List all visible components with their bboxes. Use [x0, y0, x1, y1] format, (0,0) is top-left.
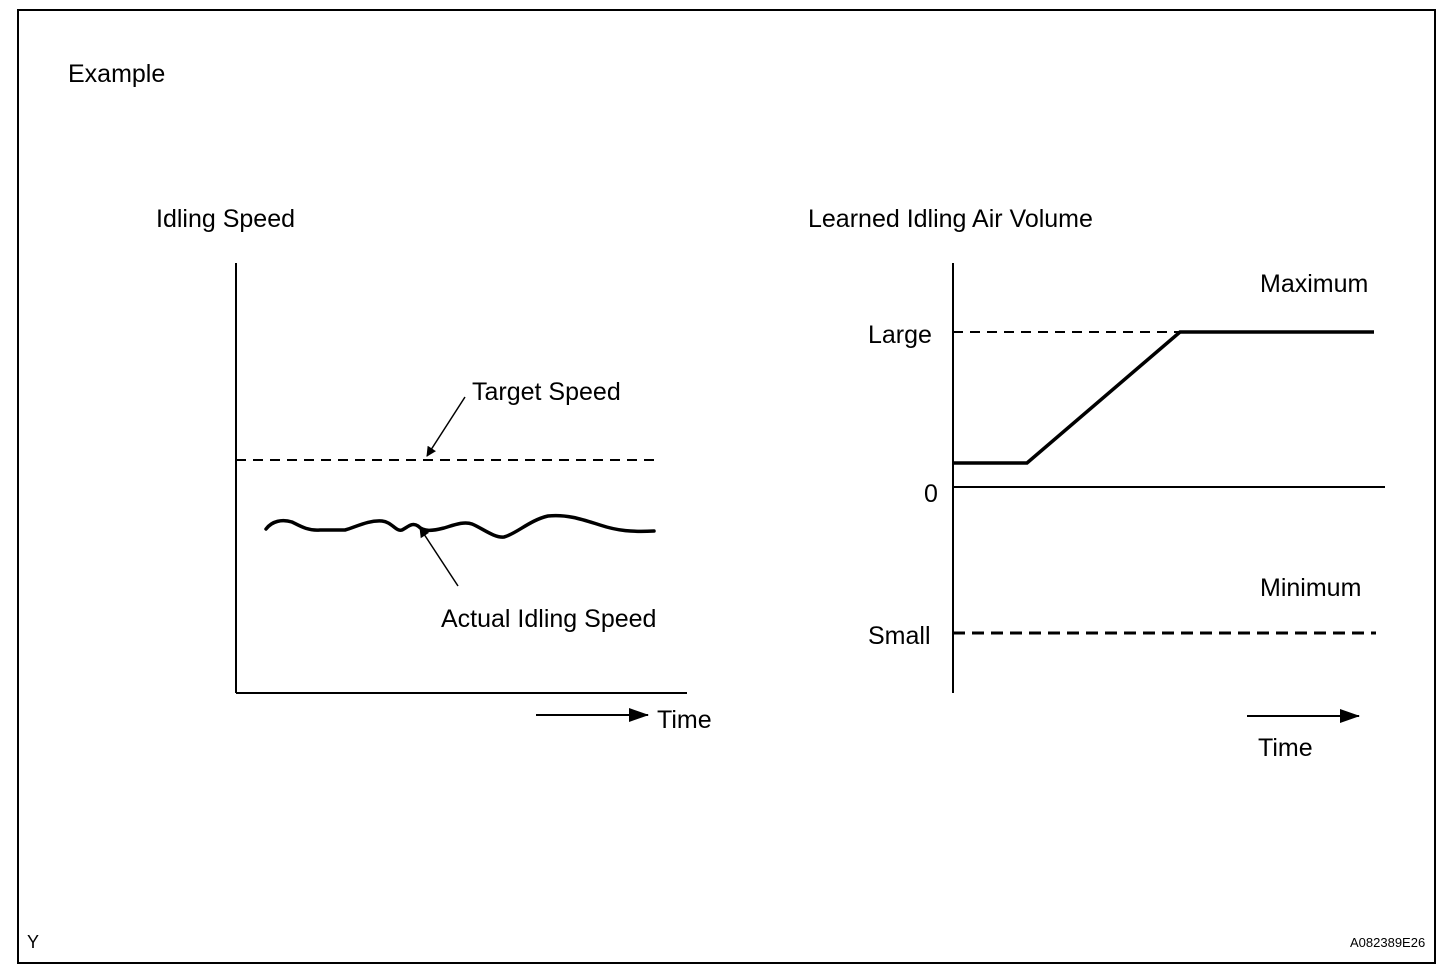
left-time-label: Time [657, 706, 712, 734]
example-label: Example [68, 60, 165, 88]
maximum-label: Maximum [1260, 270, 1368, 298]
large-label: Large [868, 321, 932, 349]
actual-idling-speed-curve [264, 513, 656, 539]
minimum-label: Minimum [1260, 574, 1361, 602]
zero-label: 0 [924, 480, 938, 508]
actual-speed-leader-arrow [419, 527, 459, 587]
figure-code: A082389E26 [1350, 935, 1425, 950]
idling-speed-chart: Idling Speed Target Speed Actual Idling … [156, 205, 712, 734]
small-label: Small [868, 622, 931, 650]
target-speed-leader-arrow [426, 396, 466, 457]
corner-mark-left: Y [27, 932, 39, 952]
target-speed-label: Target Speed [472, 378, 621, 406]
idling-speed-title: Idling Speed [156, 205, 295, 233]
learned-air-volume-trace [953, 330, 1374, 465]
learned-air-volume-title: Learned Idling Air Volume [808, 205, 1093, 233]
learned-air-volume-chart: Learned Idling Air Volume 0 Large Maximu… [808, 205, 1385, 762]
actual-idling-speed-label: Actual Idling Speed [441, 605, 656, 633]
right-time-label: Time [1258, 734, 1313, 762]
